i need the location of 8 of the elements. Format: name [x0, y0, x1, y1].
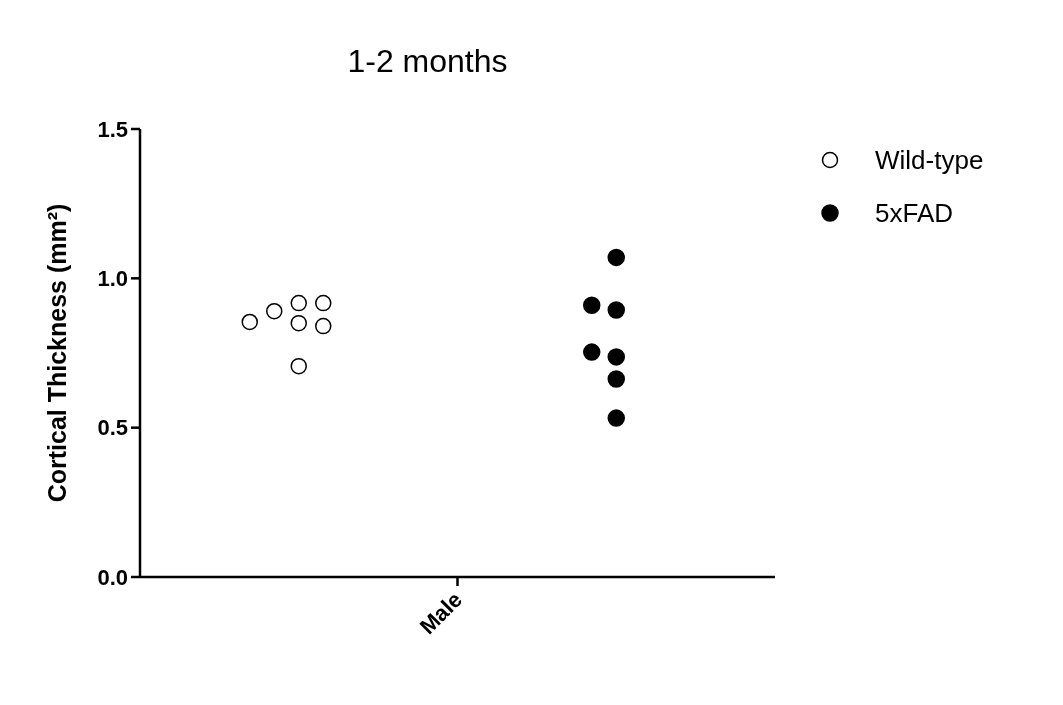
legend-label: 5xFAD	[875, 198, 954, 229]
y-tick-label: 1.0	[97, 266, 128, 292]
chart-title: 1-2 months	[347, 43, 508, 79]
legend-label: Wild-type	[875, 145, 984, 176]
y-tick-label: 1.5	[97, 116, 128, 142]
y-axis-title: Cortical Thickness (mm²)	[43, 203, 71, 503]
y-tick-label: 0.5	[97, 415, 128, 441]
y-tick-label: 0.0	[97, 564, 128, 590]
